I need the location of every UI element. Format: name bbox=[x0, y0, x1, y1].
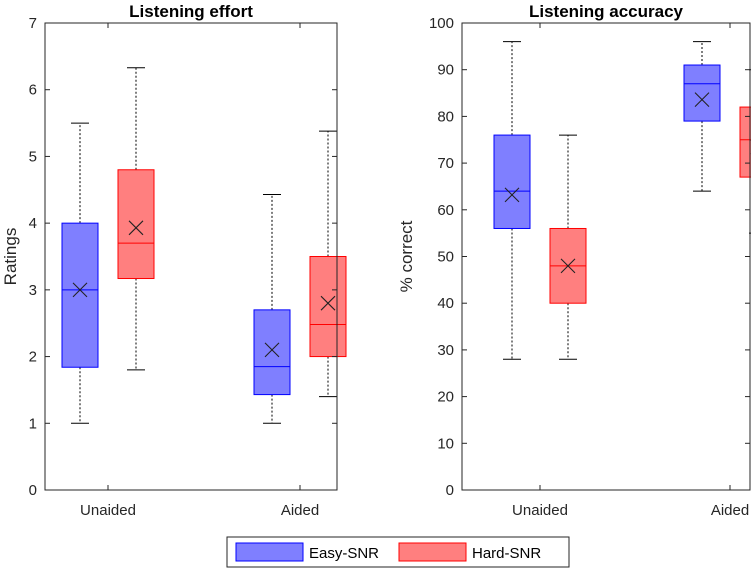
mean-marker bbox=[504, 187, 520, 203]
listening-accuracy-y-tick-label: 60 bbox=[437, 202, 454, 219]
listening-effort-y-tick-label: 0 bbox=[29, 482, 37, 499]
mean-marker bbox=[128, 220, 144, 236]
listening-effort-y-ticks: 0 1 2 3 4 5 6 7 bbox=[29, 15, 337, 499]
listening-effort-boxes bbox=[61, 67, 347, 424]
listening-accuracy-panel: 0 10 20 30 40 50 60 70 80 90 100 Unaided Aided List… bbox=[397, 2, 751, 519]
listening-accuracy-y-tick-label: 70 bbox=[437, 155, 454, 172]
legend-swatch-hard-snr bbox=[398, 542, 467, 562]
legend-label-easy-snr: Easy-SNR bbox=[309, 545, 379, 562]
listening-accuracy-y-tick-label: 80 bbox=[437, 108, 454, 125]
box-iqr bbox=[61, 222, 99, 368]
listening-accuracy-y-tick-label: 90 bbox=[437, 62, 454, 79]
legend-swatch-easy-snr bbox=[235, 542, 304, 562]
mean-marker bbox=[694, 92, 710, 107]
listening-accuracy-y-ticks: 0 10 20 30 40 50 60 70 80 90 100 bbox=[429, 15, 750, 499]
listening-accuracy-y-tick-label: 0 bbox=[446, 482, 454, 499]
listening-effort-y-tick-label: 4 bbox=[29, 215, 37, 232]
listening-effort-box-hard-snr-aided bbox=[309, 130, 347, 398]
listening-accuracy-box-hard-snr-aided bbox=[739, 69, 751, 234]
listening-effort-y-tick-label: 6 bbox=[29, 82, 37, 99]
listening-effort-y-tick-label: 2 bbox=[29, 349, 37, 366]
listening-effort-axes-frame bbox=[44, 22, 338, 491]
listening-accuracy-x-category-label: Aided bbox=[711, 502, 749, 519]
listening-accuracy-y-axis-label: % correct bbox=[397, 220, 416, 292]
listening-effort-x-ticks: Unaided Aided bbox=[80, 23, 319, 519]
legend-label-hard-snr: Hard-SNR bbox=[472, 545, 541, 562]
listening-effort-x-category-label: Unaided bbox=[80, 502, 136, 519]
listening-accuracy-y-tick-label: 10 bbox=[437, 435, 454, 452]
listening-accuracy-y-tick-label: 50 bbox=[437, 249, 454, 266]
listening-accuracy-box-hard-snr-unaided bbox=[549, 134, 587, 360]
listening-effort-y-tick-label: 5 bbox=[29, 148, 37, 165]
mean-marker bbox=[320, 295, 336, 311]
listening-accuracy-title: Listening accuracy bbox=[529, 2, 684, 21]
listening-accuracy-boxes bbox=[493, 41, 751, 360]
mean-marker bbox=[72, 282, 88, 298]
box-iqr bbox=[117, 169, 155, 280]
listening-accuracy-y-tick-label: 40 bbox=[437, 295, 454, 312]
listening-accuracy-box-easy-snr-unaided bbox=[493, 41, 531, 360]
box-iqr bbox=[683, 64, 721, 122]
listening-accuracy-y-tick-label: 30 bbox=[437, 342, 454, 359]
mean-marker bbox=[560, 258, 576, 274]
listening-effort-box-easy-snr-unaided bbox=[61, 122, 99, 424]
box-iqr bbox=[739, 106, 751, 178]
box-iqr bbox=[253, 309, 291, 396]
listening-accuracy-box-easy-snr-aided bbox=[683, 41, 721, 192]
listening-effort-y-tick-label: 3 bbox=[29, 282, 37, 299]
listening-effort-panel: 0 1 2 3 4 5 6 7 Unaided Aided Listening effort R… bbox=[1, 2, 347, 519]
listening-effort-box-easy-snr-aided bbox=[253, 193, 291, 424]
listening-effort-y-tick-label: 7 bbox=[29, 15, 37, 32]
listening-effort-box-hard-snr-unaided bbox=[117, 67, 155, 371]
legend: Easy-SNR Hard-SNR bbox=[226, 536, 570, 568]
box-iqr bbox=[493, 134, 531, 229]
listening-effort-x-category-label: Aided bbox=[281, 502, 319, 519]
listening-accuracy-x-ticks: Unaided Aided bbox=[512, 23, 749, 519]
listening-accuracy-y-tick-label: 100 bbox=[429, 15, 454, 32]
box-iqr bbox=[309, 256, 347, 358]
listening-effort-y-axis-label: Ratings bbox=[1, 228, 20, 286]
listening-accuracy-x-category-label: Unaided bbox=[512, 502, 568, 519]
mean-marker bbox=[264, 342, 280, 358]
listening-effort-y-tick-label: 1 bbox=[29, 415, 37, 432]
listening-effort-title: Listening effort bbox=[129, 2, 253, 21]
listening-accuracy-y-tick-label: 20 bbox=[437, 389, 454, 406]
